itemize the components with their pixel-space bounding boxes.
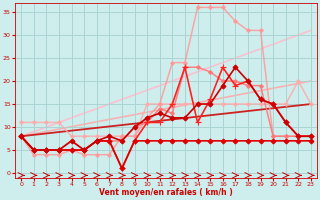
X-axis label: Vent moyen/en rafales ( km/h ): Vent moyen/en rafales ( km/h ) [99,188,233,197]
